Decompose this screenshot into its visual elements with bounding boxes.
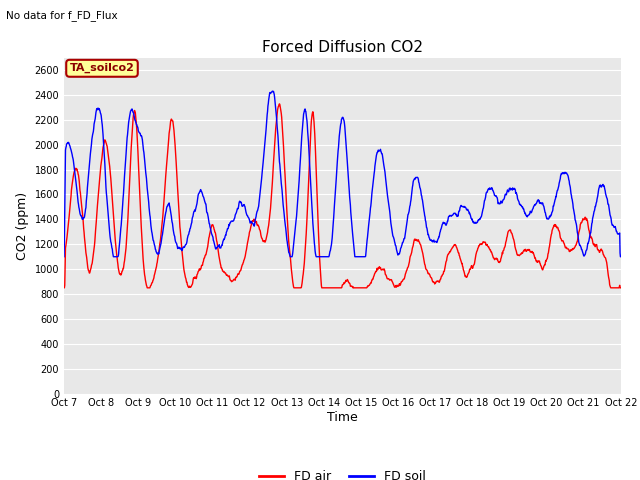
X-axis label: Time: Time: [327, 411, 358, 424]
Text: TA_soilco2: TA_soilco2: [70, 63, 134, 73]
Text: No data for f_FD_Flux: No data for f_FD_Flux: [6, 10, 118, 21]
Y-axis label: CO2 (ppm): CO2 (ppm): [16, 192, 29, 260]
Legend: FD air, FD soil: FD air, FD soil: [253, 465, 431, 480]
Title: Forced Diffusion CO2: Forced Diffusion CO2: [262, 40, 423, 55]
